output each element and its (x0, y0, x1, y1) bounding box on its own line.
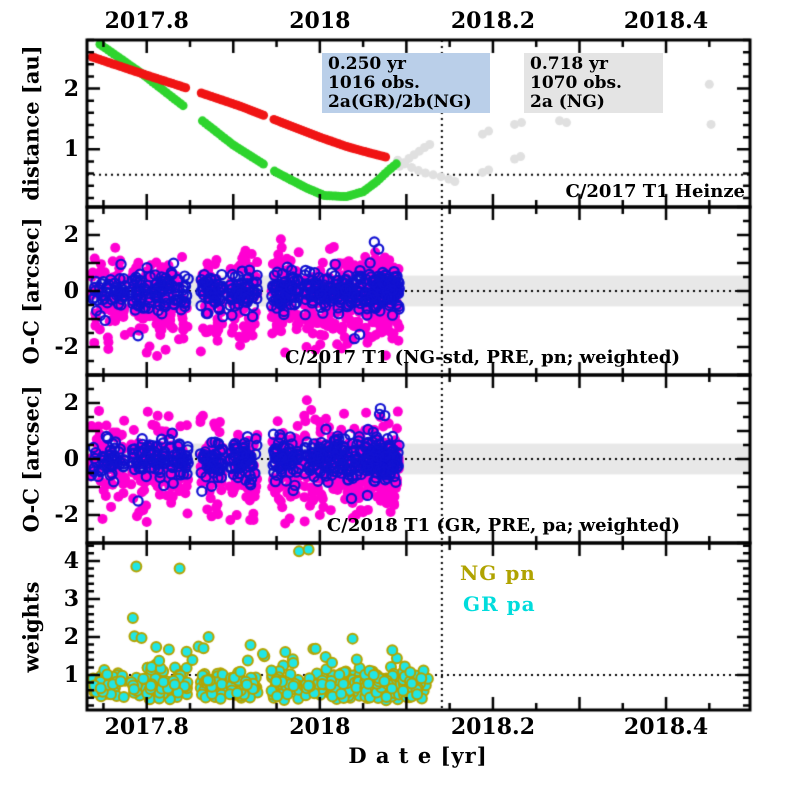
legend-entry-ng-pn: NG pn (460, 561, 536, 585)
y-axis-title-oc-1: O-C [arcsec] (18, 217, 44, 365)
info-box-a-line-1: 0.250 yr (328, 54, 406, 74)
x-tick-label-top: 2017.8 (104, 8, 189, 34)
annotation-oc-gr: C/2018 T1 (GR, PRE, pa; weighted) (326, 515, 680, 536)
x-tick-label-bottom: 2018.2 (450, 714, 536, 740)
info-box-b-line-3: 2a (NG) (530, 92, 605, 112)
y-tick-label: 2 (63, 623, 79, 650)
x-tick-label-bottom: 2017.8 (104, 714, 189, 740)
y-tick-label: 0 (63, 446, 79, 472)
annotation-comet-name: C/2017 T1 Heinze (565, 181, 745, 202)
annotation-oc-ng: C/2017 T1 (NG-std, PRE, pn; weighted) (285, 347, 680, 368)
info-box-b-line-2: 1070 obs. (530, 73, 622, 93)
x-tick-label-top: 2018.2 (450, 8, 536, 34)
y-tick-label: 2 (63, 222, 79, 248)
y-tick-label: -2 (54, 334, 79, 360)
y-tick-label: 1 (63, 136, 79, 163)
x-tick-label-top: 2018 (289, 8, 351, 34)
y-tick-label: 0 (63, 278, 79, 304)
info-box-a-line-2: 1016 obs. (328, 73, 420, 93)
x-tick-label-top: 2018.4 (623, 8, 709, 34)
y-tick-label: -2 (54, 502, 79, 528)
y-tick-label: 3 (63, 585, 79, 612)
y-tick-label: 2 (63, 75, 79, 102)
x-axis-title: D a t e [yr] (348, 743, 488, 768)
x-tick-label-bottom: 2018 (289, 714, 351, 740)
info-box-solution-a: 0.250 yr 1016 obs. 2a(GR)/2b(NG) (322, 53, 490, 113)
info-box-a-line-3: 2a(GR)/2b(NG) (328, 92, 472, 112)
y-tick-label: 4 (63, 547, 79, 574)
y-tick-label: 1 (63, 662, 79, 688)
info-box-solution-b: 0.718 yr 1070 obs. 2a (NG) (524, 53, 663, 113)
y-axis-title-oc-2: O-C [arcsec] (18, 385, 44, 533)
y-tick-label: 2 (63, 390, 79, 416)
legend-entry-gr-pa: GR pa (463, 592, 536, 616)
y-axis-title-distance: distance [au] (18, 45, 44, 201)
x-tick-label-bottom: 2018.4 (623, 714, 709, 740)
y-axis-title-weights: weights (18, 581, 44, 673)
info-box-b-line-1: 0.718 yr (530, 54, 608, 74)
